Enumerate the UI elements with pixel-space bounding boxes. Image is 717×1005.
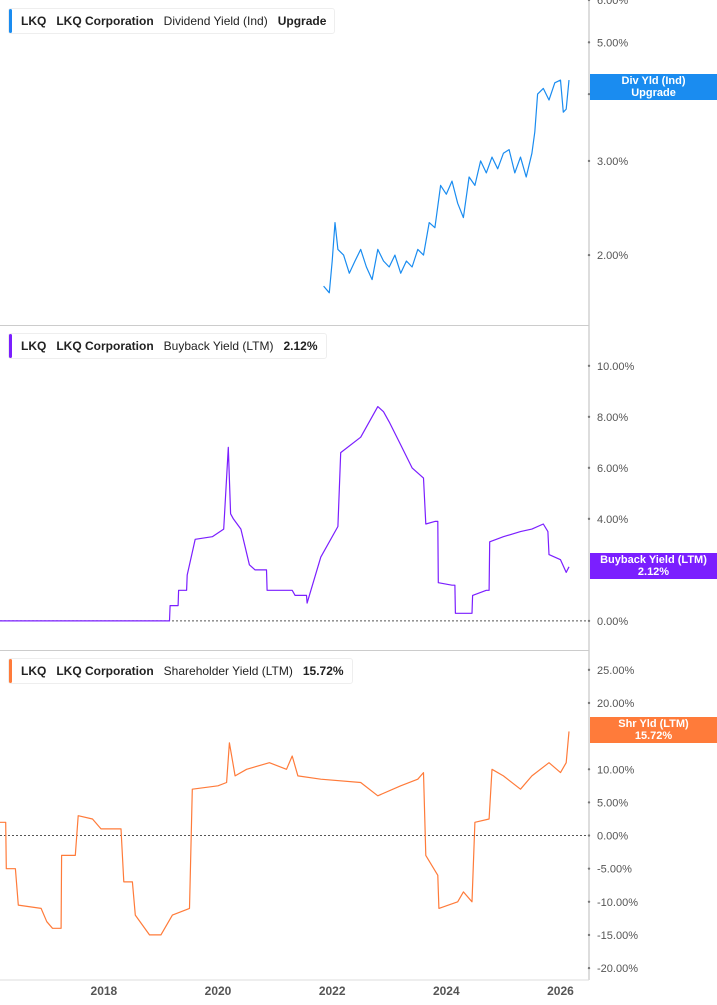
x-tick-label: 2020 [205, 984, 232, 998]
last-value-line2: 15.72% [634, 730, 673, 743]
y-tick-label: 6.00% [597, 463, 628, 475]
y-tick-label: -5.00% [597, 864, 632, 876]
series-legend[interactable]: LKQ LKQ Corporation Buyback Yield (LTM) 2.1… [8, 333, 327, 359]
legend-metric: Buyback Yield (LTM) [163, 339, 274, 353]
y-tick-label: -15.00% [597, 930, 638, 942]
y-tick-mark [587, 41, 591, 44]
y-tick-label: 0.00% [597, 616, 628, 628]
legend-color-bar [9, 9, 12, 33]
y-tick-label: 25.00% [597, 665, 635, 677]
y-tick-mark [587, 867, 591, 870]
legend-value[interactable]: Upgrade [277, 14, 327, 28]
legend-color-bar [9, 334, 12, 358]
y-tick-label: 0.00% [597, 831, 628, 843]
legend-company: LKQ Corporation [56, 664, 154, 678]
plot-area: 25.00% 20.00% 10.00% 5.00% 0.00% -5.00% -10.00… [0, 650, 638, 980]
legend-ticker: LKQ [21, 664, 47, 678]
y-tick-mark [587, 466, 591, 470]
y-tick-mark [587, 668, 591, 672]
legend-company: LKQ Corporation [56, 339, 154, 353]
y-tick-mark [587, 834, 591, 837]
series-legend[interactable]: LKQ LKQ Corporation Dividend Yield (Ind) Up… [8, 8, 336, 34]
legend-value: 15.72% [302, 664, 344, 678]
chart-panel-2[interactable]: 10.00% 8.00% 6.00% 4.00% 0.00% LKQ LKQ Corpora… [0, 325, 717, 650]
y-tick-label: 2.00% [597, 250, 628, 262]
y-tick-mark [587, 900, 591, 904]
x-tick-label: 2024 [433, 984, 460, 998]
y-tick-label: 10.00% [597, 361, 635, 373]
last-value-label: Div Yld (Ind) Upgrade [590, 74, 717, 101]
x-tick-label: 2022 [319, 984, 346, 998]
panel-divider [0, 325, 589, 326]
y-tick-mark [587, 933, 591, 937]
y-tick-label: 20.00% [597, 698, 635, 710]
y-tick-label: 10.00% [597, 764, 635, 776]
last-value-label: Buyback Yield (LTM) 2.12% [590, 552, 717, 579]
last-value-label: Shr Yld (LTM) 15.72% [590, 717, 717, 744]
last-value-line2: Upgrade [631, 87, 676, 100]
y-tick-label: 5.00% [597, 797, 628, 809]
y-tick-mark [587, 768, 591, 771]
last-value-line2: 2.12% [637, 565, 670, 578]
legend-ticker: LKQ [21, 339, 47, 353]
legend-metric: Dividend Yield (Ind) [163, 14, 268, 28]
legend-metric: Shareholder Yield (LTM) [163, 664, 293, 678]
y-tick-label: 3.00% [597, 156, 628, 168]
y-tick-mark [587, 0, 591, 2]
y-tick-label: 4.00% [597, 514, 628, 526]
y-tick-mark [587, 801, 591, 804]
y-tick-label: -20.00% [597, 963, 638, 975]
y-tick-label: 5.00% [597, 37, 628, 49]
panel-divider [0, 650, 589, 651]
y-tick-mark [587, 701, 591, 705]
y-tick-mark [587, 364, 591, 368]
y-tick-mark [587, 517, 591, 521]
series-line [0, 405, 570, 622]
y-tick-mark [587, 92, 591, 96]
chart-panel-3[interactable]: 25.00% 20.00% 10.00% 5.00% 0.00% -5.00% -10.00… [0, 650, 717, 980]
last-value-line1: Shr Yld (LTM) [618, 718, 689, 731]
y-tick-label: -10.00% [597, 897, 638, 909]
x-tick-label: 2018 [91, 984, 118, 998]
last-value-line1: Buyback Yield (LTM) [600, 553, 707, 566]
legend-company: LKQ Corporation [56, 14, 154, 28]
y-tick-mark [587, 159, 591, 163]
x-tick-label: 2026 [547, 984, 574, 998]
y-tick-mark [587, 253, 591, 257]
y-tick-mark [587, 619, 591, 623]
y-tick-label: 8.00% [597, 412, 628, 424]
plot-area: 10.00% 8.00% 6.00% 4.00% 0.00% [0, 325, 635, 650]
last-value-line1: Div Yld (Ind) [621, 75, 686, 88]
y-tick-label: 6.00% [597, 0, 628, 7]
legend-color-bar [9, 659, 12, 683]
legend-value: 2.12% [283, 339, 318, 353]
y-tick-mark [587, 966, 591, 970]
series-line [323, 79, 570, 294]
legend-ticker: LKQ [21, 14, 47, 28]
y-tick-mark [587, 415, 591, 419]
series-line [0, 731, 570, 936]
series-legend[interactable]: LKQ LKQ Corporation Shareholder Yield (LTM… [8, 658, 353, 684]
